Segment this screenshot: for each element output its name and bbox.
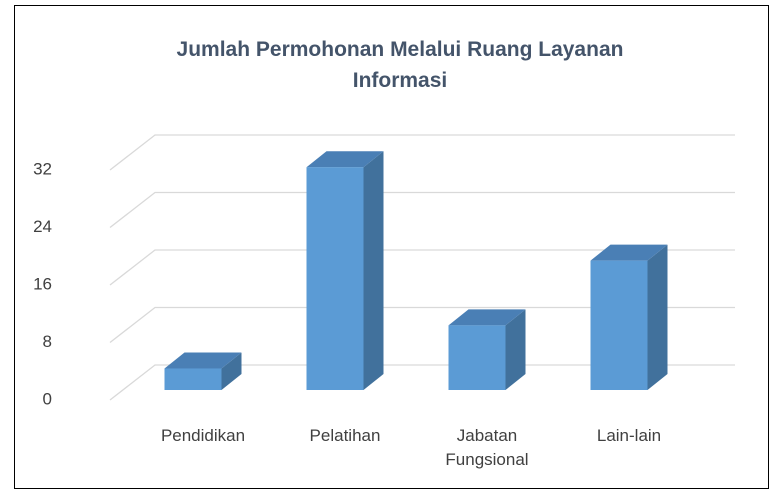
x-tick-label: Lain-lain <box>596 426 662 445</box>
y-tick-label: 0 <box>43 389 52 408</box>
bar-top <box>448 309 526 326</box>
bar-side <box>647 244 668 390</box>
bar-side <box>221 352 242 390</box>
grid-line <box>109 249 735 286</box>
y-tick-label: 32 <box>33 159 52 178</box>
bar <box>306 167 364 390</box>
y-tick-label: 16 <box>33 274 52 293</box>
bar-top <box>164 352 242 369</box>
chart-title: Jumlah Permohonan Melalui Ruang Layanan … <box>176 38 624 92</box>
y-tick-label: 24 <box>33 217 52 236</box>
chart-border <box>14 5 769 489</box>
x-tick-label: Pelatihan <box>309 426 381 445</box>
bar-top <box>590 244 668 261</box>
grid-line <box>109 364 735 401</box>
x-tick-label: Jabatan Fungsional <box>445 426 529 469</box>
bar-side <box>363 151 384 390</box>
bar-top <box>306 151 384 168</box>
bar <box>164 368 222 390</box>
y-tick-label: 8 <box>43 332 52 351</box>
grid-line <box>109 134 735 171</box>
grid-line <box>109 306 735 344</box>
bar-side <box>505 309 526 390</box>
grid-line <box>109 191 735 229</box>
bar <box>590 260 648 390</box>
x-tick-label: Pendidikan <box>160 426 246 445</box>
bar <box>448 325 506 390</box>
